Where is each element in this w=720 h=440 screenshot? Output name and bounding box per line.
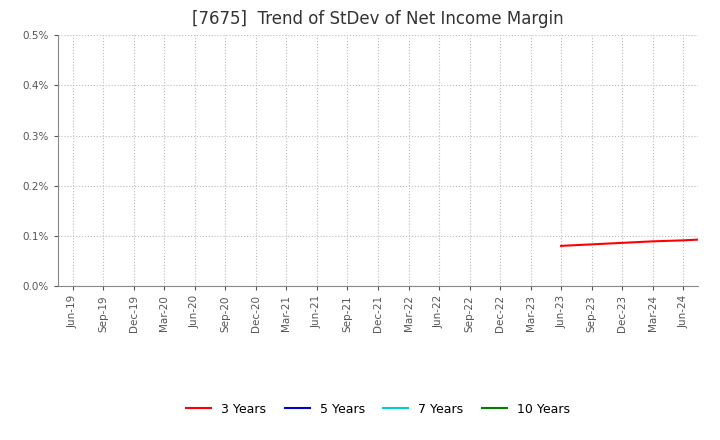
3 Years [679, 238, 688, 243]
Legend: 3 Years, 5 Years, 7 Years, 10 Years: 3 Years, 5 Years, 7 Years, 10 Years [181, 398, 575, 421]
3 Years [709, 236, 718, 242]
3 Years [618, 240, 626, 246]
Line: 3 Years: 3 Years [561, 236, 720, 246]
3 Years [557, 243, 565, 249]
3 Years [648, 239, 657, 244]
Title: [7675]  Trend of StDev of Net Income Margin: [7675] Trend of StDev of Net Income Marg… [192, 10, 564, 28]
3 Years [588, 242, 596, 247]
